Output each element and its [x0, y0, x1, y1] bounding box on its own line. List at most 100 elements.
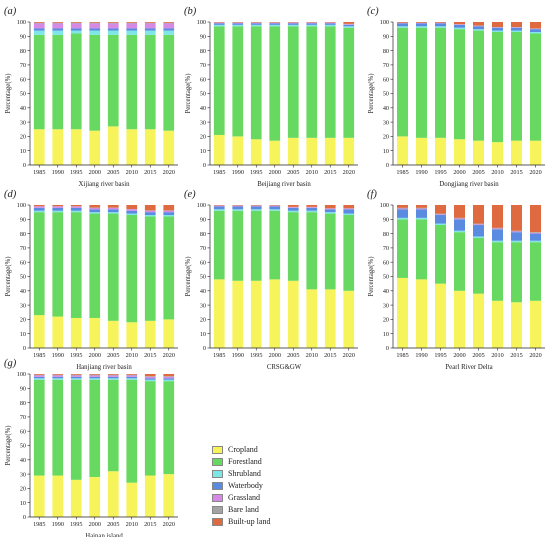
bar-segment-shrubland-2010 — [491, 30, 504, 33]
shrubland-swatch — [212, 469, 223, 478]
bar-segment-bare-land-2000 — [453, 217, 466, 219]
bar-segment-cropland-2015 — [510, 302, 523, 348]
bar-segment-shrubland-2005 — [107, 212, 119, 214]
x-tick-label: 1990 — [415, 352, 427, 359]
legend-item-built-up-land: Built-up land — [212, 516, 322, 527]
y-tick-label: 0 — [203, 345, 206, 352]
x-tick-label: 1995 — [250, 169, 262, 176]
legend-label-bare-land: Bare land — [228, 505, 259, 514]
bar-segment-cropland-2010 — [126, 129, 138, 165]
panel-label: (a) — [4, 6, 17, 17]
bar-segment-cropland-1995 — [70, 317, 82, 348]
y-tick-label: 30 — [20, 119, 26, 126]
bar-segment-cropland-2010 — [126, 482, 138, 517]
chart-panel-g: 1985 1990 1995 2000 2005 2010 2015 2020 0 10 20 30 4… — [4, 358, 178, 537]
y-tick-label: 100 — [197, 19, 206, 26]
y-tick-label: 10 — [200, 331, 206, 338]
x-tick-label: 2000 — [453, 169, 465, 176]
y-tick-label: 10 — [200, 148, 206, 155]
bar-segment-shrubland-2005 — [287, 210, 299, 213]
x-tick-label: 1995 — [434, 352, 446, 359]
legend-label-waterbody: Waterbody — [228, 481, 263, 490]
bar-segment-grassland-1990 — [415, 208, 428, 210]
bar-segment-built-up-land-2020 — [163, 374, 175, 377]
y-tick-label: 20 — [383, 134, 389, 141]
bar-segment-grassland-2005 — [107, 375, 119, 377]
bar-segment-shrubland-2015 — [324, 212, 336, 214]
bar-segment-forestland-1985 — [33, 212, 45, 316]
y-tick-label: 60 — [383, 76, 389, 83]
x-tick-label: 2015 — [324, 352, 336, 359]
x-tick-label: 1985 — [396, 169, 408, 176]
bar-segment-cropland-2015 — [144, 320, 156, 348]
legend-item-forestland: Forestland — [212, 456, 322, 467]
y-tick-label: 30 — [200, 119, 206, 126]
bar-segment-shrubland-1990 — [415, 26, 428, 28]
bar-segment-shrubland-1985 — [396, 26, 409, 28]
y-tick-label: 70 — [20, 245, 26, 252]
y-tick-label: 60 — [383, 259, 389, 266]
bar-segment-shrubland-2015 — [144, 379, 156, 382]
y-tick-label: 90 — [383, 34, 389, 41]
x-tick-label: 2010 — [306, 352, 318, 359]
bar-segment-forestland-1985 — [396, 219, 409, 278]
bar-segment-shrubland-1985 — [213, 209, 225, 211]
bar-segment-waterbody-1995 — [70, 207, 82, 211]
bar-segment-waterbody-2000 — [453, 24, 466, 28]
bar-segment-shrubland-1995 — [250, 24, 262, 27]
bar-segment-bare-land-2015 — [510, 230, 523, 232]
bar-segment-forestland-2020 — [163, 34, 175, 131]
bar-segment-grassland-2010 — [126, 209, 138, 211]
bar-segment-shrubland-2015 — [510, 30, 523, 33]
bar-segment-shrubland-2015 — [144, 215, 156, 217]
bar-segment-grassland-2000 — [269, 205, 281, 207]
bar-segment-built-up-land-1995 — [434, 22, 447, 23]
bar-segment-forestland-2015 — [510, 32, 523, 141]
bar-segment-shrubland-2000 — [453, 230, 466, 233]
bar-segment-shrubland-1990 — [52, 210, 64, 213]
x-tick-label: 1995 — [250, 352, 262, 359]
bar-segment-built-up-land-1985 — [396, 205, 409, 208]
bar-segment-forestland-2020 — [529, 242, 542, 301]
y-axis-label: Percentage(%) — [368, 73, 375, 113]
y-tick-label: 70 — [200, 62, 206, 69]
forestland-swatch — [212, 457, 223, 466]
x-tick-label: 2005 — [107, 352, 119, 359]
x-tick-label: 1990 — [415, 169, 427, 176]
bar-segment-forestland-1985 — [213, 210, 225, 280]
bar-segment-shrubland-2010 — [126, 378, 138, 380]
chart-panel-b: 1985 1990 1995 2000 2005 2010 2015 2020 0 10 20 30 4… — [184, 6, 358, 188]
bar-segment-shrubland-1985 — [33, 30, 45, 35]
y-tick-label: 100 — [380, 202, 389, 209]
bar-segment-forestland-2015 — [324, 26, 336, 138]
bar-segment-shrubland-2000 — [453, 27, 466, 30]
bar-segment-waterbody-1995 — [250, 206, 262, 210]
bar-segment-forestland-1995 — [250, 26, 262, 140]
bar-segment-cropland-1985 — [33, 475, 45, 517]
y-tick-label: 30 — [200, 302, 206, 309]
bar-segment-forestland-1990 — [415, 219, 428, 280]
bar-segment-waterbody-2020 — [163, 212, 175, 216]
y-tick-label: 30 — [20, 302, 26, 309]
bar-segment-grassland-1990 — [232, 205, 244, 207]
legend-item-grassland: Grassland — [212, 492, 322, 503]
bar-segment-forestland-2000 — [269, 26, 281, 141]
bar-segment-waterbody-2005 — [472, 225, 485, 237]
y-tick-label: 20 — [200, 134, 206, 141]
y-tick-label: 60 — [20, 259, 26, 266]
bar-segment-built-up-land-2000 — [89, 374, 101, 375]
legend-item-waterbody: Waterbody — [212, 480, 322, 491]
bar-segment-grassland-1985 — [33, 23, 45, 29]
bar-segment-grassland-1985 — [213, 22, 225, 24]
bar-segment-waterbody-1990 — [52, 207, 64, 211]
bar-segment-waterbody-2015 — [144, 212, 156, 216]
bar-segment-grassland-2015 — [510, 231, 523, 233]
bar-segment-built-up-land-2010 — [126, 205, 138, 210]
x-tick-label: 1985 — [33, 169, 45, 176]
bar-segment-waterbody-2010 — [491, 229, 504, 241]
x-tick-label: 1985 — [33, 521, 45, 528]
bar-segment-cropland-1995 — [434, 283, 447, 348]
bar-segment-forestland-2010 — [306, 26, 318, 138]
bar-segment-cropland-1985 — [33, 315, 45, 348]
bar-segment-bare-land-1990 — [52, 374, 64, 376]
